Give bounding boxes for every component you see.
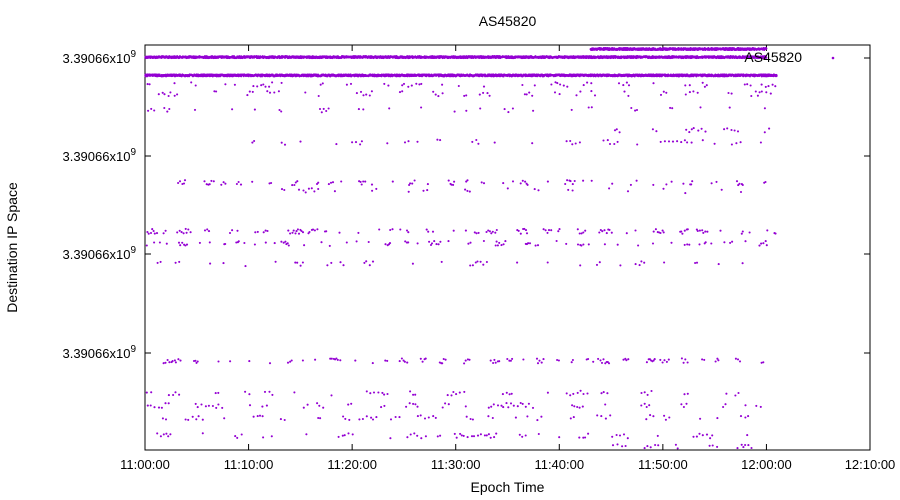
plot-area bbox=[144, 44, 871, 451]
data-point bbox=[765, 56, 768, 59]
y-axis-title: Destination IP Space bbox=[4, 182, 20, 313]
x-tick-label: 11:00:00 bbox=[120, 457, 170, 472]
chart-title: AS45820 bbox=[479, 13, 537, 29]
x-tick-label: 12:00:00 bbox=[741, 457, 792, 472]
y-tick-label: 3.39066x109 bbox=[62, 147, 136, 164]
x-tick-label: 12:10:00 bbox=[845, 457, 896, 472]
x-axis: 11:00:00 11:10:00 11:20:00 11:30:00 11:40:00… bbox=[120, 45, 895, 472]
y-tick-label: 3.39066x109 bbox=[62, 344, 136, 361]
data-point bbox=[765, 47, 768, 50]
y-tick-label: 3.39066x109 bbox=[62, 49, 136, 66]
y-tick-label: 3.39066x109 bbox=[62, 245, 136, 262]
x-tick-label: 11:10:00 bbox=[224, 457, 274, 472]
y-axis: 3.39066x109 3.39066x109 3.39066x109 3.39066… bbox=[62, 49, 870, 361]
x-tick-label: 11:40:00 bbox=[534, 457, 584, 472]
x-axis-title: Epoch Time bbox=[471, 479, 545, 495]
data-points bbox=[144, 47, 778, 450]
x-tick-label: 11:20:00 bbox=[327, 457, 377, 472]
x-tick-label: 11:50:00 bbox=[638, 457, 688, 472]
x-tick-label: 11:30:00 bbox=[431, 457, 481, 472]
